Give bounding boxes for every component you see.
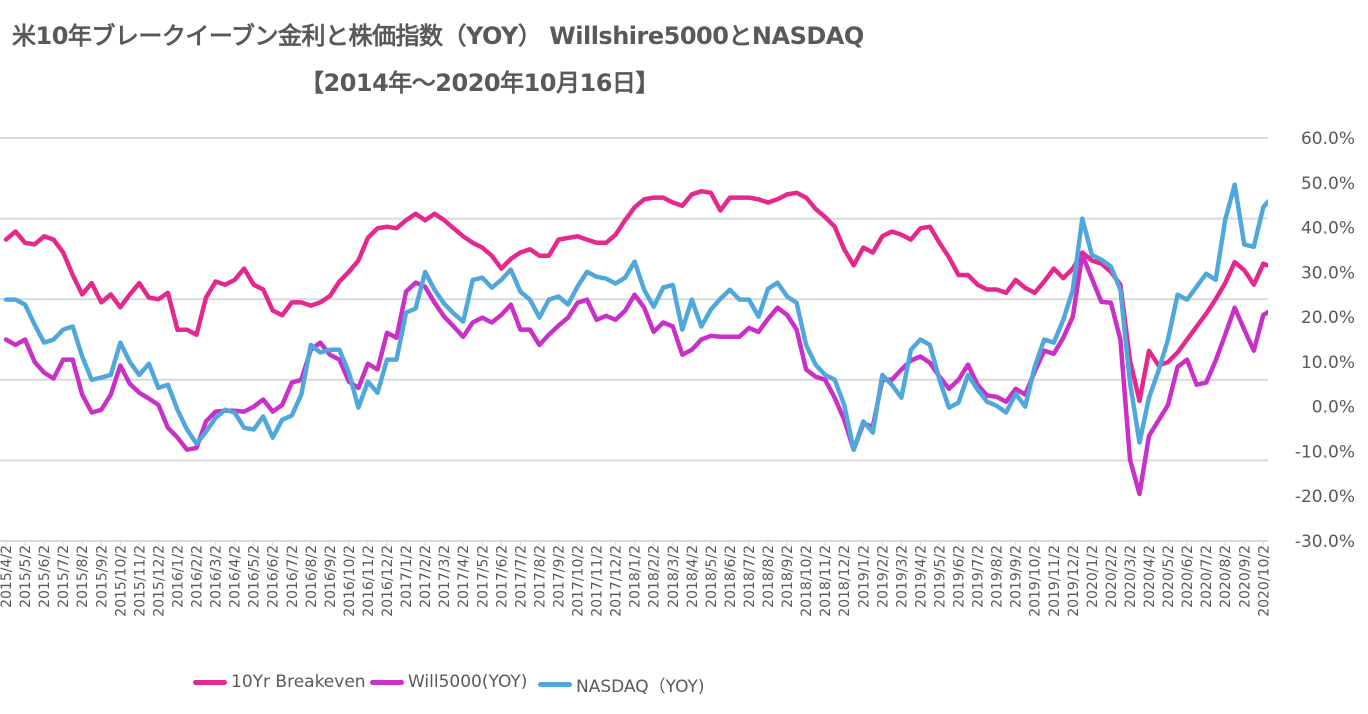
gridlines xyxy=(0,137,1268,542)
series-lines xyxy=(3,182,1268,497)
x-tick-label: 2016/8/2 xyxy=(304,545,320,608)
x-tick-label: 2016/1/2 xyxy=(170,545,186,608)
x-tick-label: 2019/5/2 xyxy=(932,545,948,608)
x-tick-label: 2017/10/2 xyxy=(571,545,587,617)
x-tick-label: 2020/8/2 xyxy=(1218,545,1234,608)
x-tick-label: 2016/2/2 xyxy=(190,545,206,608)
x-tick-label: 2020/6/2 xyxy=(1180,545,1196,608)
x-tick-label: 2018/1/2 xyxy=(628,545,644,608)
x-tick-label: 2017/2/2 xyxy=(418,545,434,608)
x-tick-label: 2018/4/2 xyxy=(685,545,701,608)
legend-swatch-breakeven xyxy=(193,679,227,685)
y-axis-right: 60.0% 50.0% 40.0% 30.0% 20.0% 10.0% 0.0% -10.0%… xyxy=(1295,129,1355,552)
x-tick-label: 2018/12/2 xyxy=(837,545,853,617)
legend-item-nasdaq: NASDAQ（YOY) xyxy=(538,672,705,697)
legend-swatch-will5000 xyxy=(370,679,404,685)
x-tick-label: 2018/7/2 xyxy=(742,545,758,608)
legend-swatch-nasdaq xyxy=(538,682,572,687)
x-tick-label: 2016/10/2 xyxy=(342,545,358,617)
x-tick-label: 2018/5/2 xyxy=(704,545,720,608)
x-tick-label: 2016/12/2 xyxy=(380,545,396,617)
x-tick-label: 2016/11/2 xyxy=(361,545,377,617)
x-tick-label: 2020/4/2 xyxy=(1142,545,1158,608)
x-tick-label: 2017/4/2 xyxy=(456,545,472,608)
x-tick-label: 2018/3/2 xyxy=(666,545,682,608)
x-tick-label: 2018/11/2 xyxy=(818,545,834,617)
x-tick-label: 2016/4/2 xyxy=(228,545,244,608)
x-tick-label: 2015/7/2 xyxy=(56,545,72,608)
x-tick-label: 2017/5/2 xyxy=(475,545,491,608)
y-tick-label: 20.0% xyxy=(1301,308,1355,328)
y-tick-label: 30.0% xyxy=(1301,263,1355,283)
chart-title: 米10年ブレークイーブン金利と株価指数（YOY） Willshire5000とN… xyxy=(12,22,864,50)
x-tick-label: 2019/12/2 xyxy=(1066,545,1082,617)
x-tick-label: 2018/9/2 xyxy=(780,545,796,608)
x-tick-label: 2019/7/2 xyxy=(971,545,987,608)
x-tick-label: 2020/10/2 xyxy=(1256,545,1272,617)
x-tick-label: 2019/3/2 xyxy=(894,545,910,608)
series-line-breakeven xyxy=(3,188,1268,404)
y-tick-label: 0.0% xyxy=(1312,398,1355,418)
x-tick-label: 2018/10/2 xyxy=(799,545,815,617)
x-tick-label: 2015/10/2 xyxy=(113,545,129,617)
x-tick-label: 2018/2/2 xyxy=(647,545,663,608)
x-tick-label: 2019/2/2 xyxy=(875,545,891,608)
x-tick-label: 2017/11/2 xyxy=(590,545,606,617)
x-tick-label: 2019/1/2 xyxy=(856,545,872,608)
x-tick-label: 2019/11/2 xyxy=(1047,545,1063,617)
x-tick-label: 2015/8/2 xyxy=(75,545,91,608)
legend-label-nasdaq: NASDAQ（YOY) xyxy=(576,677,705,697)
legend-item-will5000: Will5000(YOY) xyxy=(370,672,527,692)
x-tick-label: 2019/8/2 xyxy=(990,545,1006,608)
y-tick-label: 10.0% xyxy=(1301,353,1355,373)
x-tick-label: 2017/9/2 xyxy=(551,545,567,608)
x-tick-label: 2015/4/2 xyxy=(0,545,15,608)
x-tick-label: 2019/10/2 xyxy=(1028,545,1044,617)
x-tick-label: 2015/11/2 xyxy=(132,545,148,617)
x-tick-label: 2020/2/2 xyxy=(1104,545,1120,608)
x-tick-label: 2017/7/2 xyxy=(513,545,529,608)
y-tick-label: 60.0% xyxy=(1301,129,1355,149)
y-tick-label: 40.0% xyxy=(1301,219,1355,239)
y-tick-label: -30.0% xyxy=(1295,532,1355,552)
x-tick-label: 2018/8/2 xyxy=(761,545,777,608)
x-tick-label: 2015/12/2 xyxy=(151,545,167,617)
x-tick-label: 2016/7/2 xyxy=(285,545,301,608)
x-tick-label: 2016/3/2 xyxy=(209,545,225,608)
x-tick-label: 2020/3/2 xyxy=(1123,545,1139,608)
x-tick-label: 2015/9/2 xyxy=(94,545,110,608)
x-tick-label: 2020/9/2 xyxy=(1237,545,1253,608)
legend-item-breakeven: 10Yr Breakeven xyxy=(193,672,366,692)
x-tick-label: 2018/6/2 xyxy=(723,545,739,608)
legend-label-will5000: Will5000(YOY) xyxy=(408,672,528,692)
x-tick-label: 2019/4/2 xyxy=(913,545,929,608)
chart-subtitle: 【2014年～2020年10月16日】 xyxy=(300,69,659,97)
series-line-nasdaq xyxy=(3,182,1268,452)
x-tick-label: 2017/1/2 xyxy=(399,545,415,608)
x-tick-label: 2017/8/2 xyxy=(532,545,548,608)
x-tick-label: 2017/3/2 xyxy=(437,545,453,608)
x-tick-label: 2020/7/2 xyxy=(1199,545,1215,608)
x-tick-label: 2015/6/2 xyxy=(37,545,53,608)
x-tick-label: 2016/6/2 xyxy=(266,545,282,608)
y-tick-label: -20.0% xyxy=(1295,487,1355,507)
x-tick-label: 2017/12/2 xyxy=(609,545,625,617)
x-tick-label: 2020/1/2 xyxy=(1085,545,1101,608)
series-line-will5000 xyxy=(3,252,1268,497)
x-tick-label: 2020/5/2 xyxy=(1161,545,1177,608)
x-tick-label: 2017/6/2 xyxy=(494,545,510,608)
x-tick-label: 2016/9/2 xyxy=(323,545,339,608)
x-tick-label: 2019/6/2 xyxy=(952,545,968,608)
x-tick-label: 2015/5/2 xyxy=(18,545,34,608)
x-axis: 2015/4/2 2015/5/2 2015/6/2 2015/7/2 2015/8/2… xyxy=(0,541,1272,617)
legend-label-breakeven: 10Yr Breakeven xyxy=(231,672,366,692)
x-tick-label: 2019/9/2 xyxy=(1009,545,1025,608)
y-tick-label: 50.0% xyxy=(1301,174,1355,194)
x-tick-label: 2016/5/2 xyxy=(247,545,263,608)
y-tick-label: -10.0% xyxy=(1295,442,1355,462)
